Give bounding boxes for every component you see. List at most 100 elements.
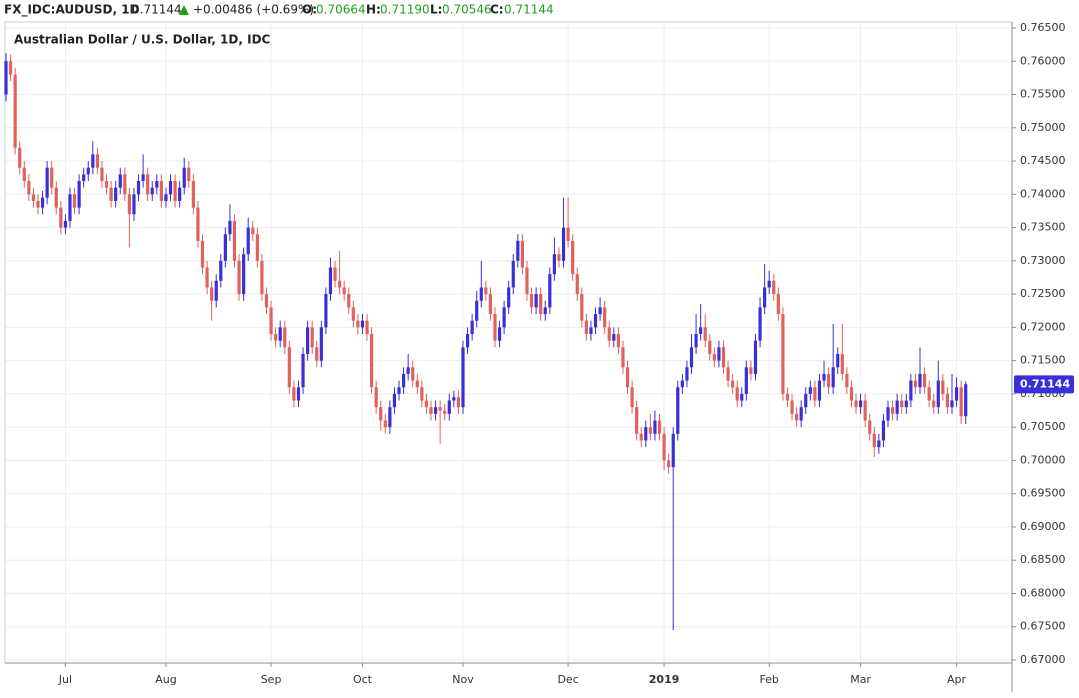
candle-body xyxy=(173,181,177,201)
x-tick-label: Aug xyxy=(155,673,176,686)
candle-body xyxy=(470,320,474,335)
ohlc-label: L: xyxy=(430,3,442,17)
candle-body xyxy=(237,260,241,295)
candle-body xyxy=(141,174,145,182)
candle-body xyxy=(59,207,63,228)
candle-body xyxy=(36,200,40,208)
candle-body xyxy=(388,407,392,428)
y-tick-label: 0.72000 xyxy=(1020,320,1066,333)
candle-body xyxy=(347,294,351,308)
candle-body xyxy=(662,433,666,461)
candle-body xyxy=(497,327,502,341)
y-tick-label: 0.76000 xyxy=(1020,54,1066,67)
candle-body xyxy=(136,181,141,195)
ohlc-value: 0.70546 xyxy=(442,3,492,17)
y-tick-label: 0.74000 xyxy=(1020,187,1066,200)
candle-body xyxy=(653,420,657,434)
candle-body xyxy=(671,433,675,468)
candle-body xyxy=(603,307,607,328)
symbol: FX_IDC:AUDUSD, 1D xyxy=(4,3,140,18)
candle-body xyxy=(77,181,81,208)
candle-body xyxy=(338,280,342,288)
candle-body xyxy=(502,307,506,328)
candle-body xyxy=(804,393,808,408)
candle-body xyxy=(749,367,753,374)
y-tick-label: 0.73000 xyxy=(1020,254,1066,267)
last-price-box xyxy=(1014,375,1074,394)
candle-body xyxy=(694,334,698,348)
candle-body xyxy=(831,367,835,388)
candle-body xyxy=(561,227,566,261)
candle-body xyxy=(342,287,346,295)
y-tick-label: 0.67000 xyxy=(1020,653,1066,666)
candle-body xyxy=(584,320,588,335)
candle-body xyxy=(178,187,182,201)
candle-body xyxy=(155,181,159,188)
candle-body xyxy=(817,380,822,401)
candle-body xyxy=(159,181,163,201)
candle-body xyxy=(936,380,940,408)
candle-body xyxy=(858,400,863,408)
candle-body xyxy=(406,367,410,374)
candle-body xyxy=(639,433,643,441)
candle-body xyxy=(607,327,611,341)
candle-body xyxy=(123,174,127,195)
candle-body xyxy=(287,347,291,388)
candle-body xyxy=(22,167,26,182)
x-tick-label: Feb xyxy=(759,673,778,686)
x-tick-label: Mar xyxy=(850,673,871,686)
candle-body xyxy=(529,294,534,308)
candle-body xyxy=(86,167,90,175)
candle-body xyxy=(40,197,45,208)
candle-body xyxy=(493,314,497,341)
candle-body xyxy=(214,280,218,301)
candle-body xyxy=(571,240,575,275)
candle-body xyxy=(72,194,77,208)
candle-body xyxy=(726,367,730,381)
last-value: 0.71144 xyxy=(132,3,182,17)
candle-body xyxy=(854,400,858,408)
y-tick-label: 0.75500 xyxy=(1020,88,1066,101)
y-tick-label: 0.69500 xyxy=(1020,487,1066,500)
x-tick-label: Dec xyxy=(557,673,578,686)
candle-body xyxy=(795,413,799,421)
candle-body xyxy=(616,334,620,348)
candle-body xyxy=(708,340,712,354)
candle-body xyxy=(593,314,598,328)
candle-body xyxy=(712,353,716,361)
candle-body xyxy=(900,400,904,408)
candle-body xyxy=(104,181,109,188)
ohlc-label: O: xyxy=(302,3,317,17)
candle-body xyxy=(753,340,758,374)
candle-body xyxy=(456,397,461,408)
candle-body xyxy=(100,167,104,182)
candle-body xyxy=(333,267,337,281)
candle-body xyxy=(785,393,790,401)
candle-body xyxy=(964,384,968,417)
candle-body xyxy=(210,287,214,301)
candle-body xyxy=(351,307,355,321)
candle-body xyxy=(845,373,849,388)
candle-body xyxy=(612,334,616,341)
candle-body xyxy=(223,234,227,261)
candle-body xyxy=(881,420,886,441)
candle-body xyxy=(598,307,602,315)
y-tick-label: 0.68000 xyxy=(1020,586,1066,599)
x-tick-label: 2019 xyxy=(649,673,680,686)
candle-body xyxy=(534,294,538,308)
candle-body xyxy=(895,400,899,414)
y-tick-label: 0.68500 xyxy=(1020,553,1066,566)
candle-body xyxy=(397,387,401,394)
candle-body xyxy=(251,227,255,235)
candle-body xyxy=(717,347,721,361)
candle-body xyxy=(383,420,387,428)
candle-body xyxy=(465,334,470,348)
candle-body xyxy=(589,327,593,335)
candle-body xyxy=(315,347,319,361)
candle-body xyxy=(790,400,794,414)
candle-body xyxy=(31,194,36,201)
candle-body xyxy=(452,397,456,401)
candle-body xyxy=(868,420,872,434)
